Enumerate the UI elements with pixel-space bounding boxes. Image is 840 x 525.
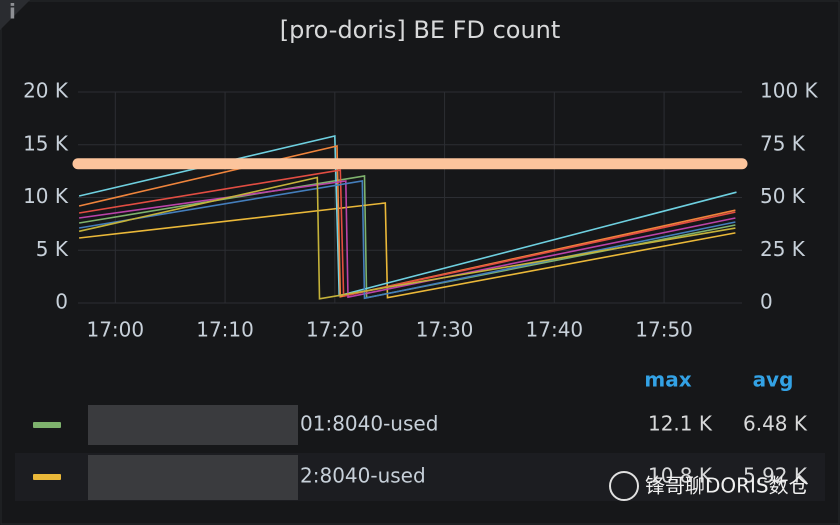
x-tick-label: 17:50 (635, 318, 693, 342)
watermark: 锋哥聊DORIS数仓 (609, 471, 809, 501)
legend-header: avg (753, 368, 794, 392)
blurred-name (88, 405, 298, 445)
y2-tick-label: 50 K (760, 184, 806, 208)
blurred-name (88, 455, 298, 500)
info-icon[interactable]: i (9, 0, 16, 24)
series-line (78, 180, 736, 299)
y-tick-label: 20 K (23, 79, 69, 103)
y-tick-label: 10 K (23, 184, 69, 208)
series-line (78, 169, 736, 298)
y2-tick-label: 100 K (760, 79, 819, 103)
x-tick-label: 17:30 (416, 318, 474, 342)
legend-stat: 6.48 K (743, 412, 808, 436)
watermark-text: 锋哥聊DORIS数仓 (645, 474, 809, 498)
series-line (78, 176, 736, 300)
y2-tick-label: 75 K (760, 131, 806, 155)
x-tick-label: 17:40 (526, 318, 584, 342)
legend-stat: 5.92 K (743, 464, 808, 488)
y2-tick-label: 25 K (760, 237, 806, 261)
legend-stat: 10.8 K (648, 464, 713, 488)
legend-swatch (33, 422, 61, 428)
x-tick-label: 17:20 (306, 318, 364, 342)
y-tick-label: 0 (55, 290, 68, 314)
legend-name: 2:8040-used (300, 464, 426, 488)
info-corner (0, 0, 30, 30)
chart-title: [pro-doris] BE FD count (280, 16, 561, 44)
series-line (78, 144, 736, 298)
legend-stat: 12.1 K (648, 412, 713, 436)
y-tick-label: 5 K (36, 237, 69, 261)
x-tick-label: 17:10 (196, 318, 254, 342)
legend-name: 01:8040-used (300, 412, 438, 436)
x-tick-label: 17:00 (86, 318, 144, 342)
y2-tick-label: 0 (760, 290, 773, 314)
watermark-icon (609, 471, 639, 501)
y-tick-label: 15 K (23, 131, 69, 155)
legend-header: max (644, 368, 691, 392)
series-line (79, 202, 736, 299)
legend-swatch (33, 474, 61, 480)
